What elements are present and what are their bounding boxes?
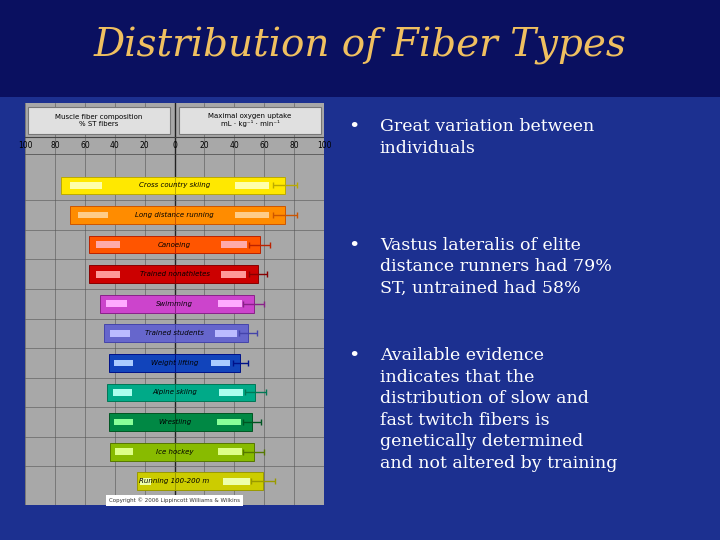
Bar (174, 206, 285, 224)
Bar (114, 418, 132, 426)
Bar (100, 295, 174, 313)
Bar (174, 472, 263, 490)
Text: Vastus lateralis of elite
distance runners had 79%
ST, untrained had 58%: Vastus lateralis of elite distance runne… (379, 237, 611, 296)
Text: Copyright © 2006 Lippincott Williams & Wilkins: Copyright © 2006 Lippincott Williams & W… (109, 498, 240, 503)
Bar (89, 236, 174, 253)
Bar (235, 182, 269, 189)
Bar (109, 354, 174, 372)
Text: •: • (348, 118, 359, 137)
Bar (174, 265, 258, 283)
Text: 40: 40 (230, 141, 239, 150)
Text: Long distance running: Long distance running (135, 212, 214, 218)
Bar (235, 212, 269, 218)
Bar (211, 360, 230, 366)
Text: 100: 100 (317, 141, 331, 150)
Text: Running 100-200 m: Running 100-200 m (140, 478, 210, 484)
Bar (96, 271, 120, 278)
Text: Maximal oxygen uptake
mL · kg⁻¹ · min⁻¹: Maximal oxygen uptake mL · kg⁻¹ · min⁻¹ (208, 113, 292, 127)
Bar (96, 241, 120, 248)
Text: •: • (348, 347, 359, 365)
Bar (174, 383, 256, 401)
FancyBboxPatch shape (179, 107, 321, 134)
Bar (70, 206, 174, 224)
Text: 20: 20 (199, 141, 210, 150)
Text: 100: 100 (18, 141, 32, 150)
Bar (104, 325, 174, 342)
Bar (138, 472, 174, 490)
Bar (174, 177, 285, 194)
Bar (110, 443, 174, 461)
Bar (114, 360, 132, 366)
Text: Available evidence
indicates that the
distribution of slow and
fast twitch fiber: Available evidence indicates that the di… (379, 347, 617, 472)
Bar (110, 330, 130, 337)
Bar (113, 389, 132, 396)
FancyBboxPatch shape (28, 107, 170, 134)
Text: 40: 40 (110, 141, 120, 150)
Bar (78, 212, 108, 218)
Bar (174, 325, 248, 342)
Text: 80: 80 (289, 141, 299, 150)
Text: Distribution of Fiber Types: Distribution of Fiber Types (94, 27, 626, 65)
Bar (174, 443, 253, 461)
Text: Swimming: Swimming (156, 301, 193, 307)
Text: 80: 80 (50, 141, 60, 150)
Bar (140, 478, 150, 484)
Bar (89, 265, 174, 283)
Text: Cross country skiing: Cross country skiing (139, 183, 210, 188)
Bar (174, 413, 252, 431)
Bar (218, 300, 242, 307)
Text: Muscle fiber composition
% ST fibers: Muscle fiber composition % ST fibers (55, 114, 143, 127)
Bar (61, 177, 174, 194)
Bar (174, 236, 260, 253)
Text: 60: 60 (80, 141, 90, 150)
Bar (219, 389, 243, 396)
Bar (215, 330, 237, 337)
Bar (223, 478, 250, 484)
Text: Trained students: Trained students (145, 330, 204, 336)
Text: Canoeing: Canoeing (158, 241, 192, 247)
Text: 60: 60 (259, 141, 269, 150)
Text: Ice hockey: Ice hockey (156, 449, 194, 455)
Bar (174, 354, 240, 372)
Bar (109, 413, 174, 431)
Text: Wrestling: Wrestling (158, 419, 192, 425)
Bar (218, 448, 242, 455)
Text: Trained nonathletes: Trained nonathletes (140, 271, 210, 277)
Bar (174, 295, 253, 313)
Bar (107, 383, 174, 401)
Bar (70, 182, 102, 189)
Text: 0: 0 (172, 141, 177, 150)
Bar (106, 300, 127, 307)
Text: •: • (348, 237, 359, 255)
Text: Great variation between
individuals: Great variation between individuals (379, 118, 594, 157)
Bar (115, 448, 133, 455)
Bar (220, 271, 246, 278)
Bar (217, 418, 240, 426)
Text: 20: 20 (140, 141, 150, 150)
Text: Weight lifting: Weight lifting (151, 360, 198, 366)
Text: Alpine skiing: Alpine skiing (152, 389, 197, 395)
Bar (222, 241, 247, 248)
